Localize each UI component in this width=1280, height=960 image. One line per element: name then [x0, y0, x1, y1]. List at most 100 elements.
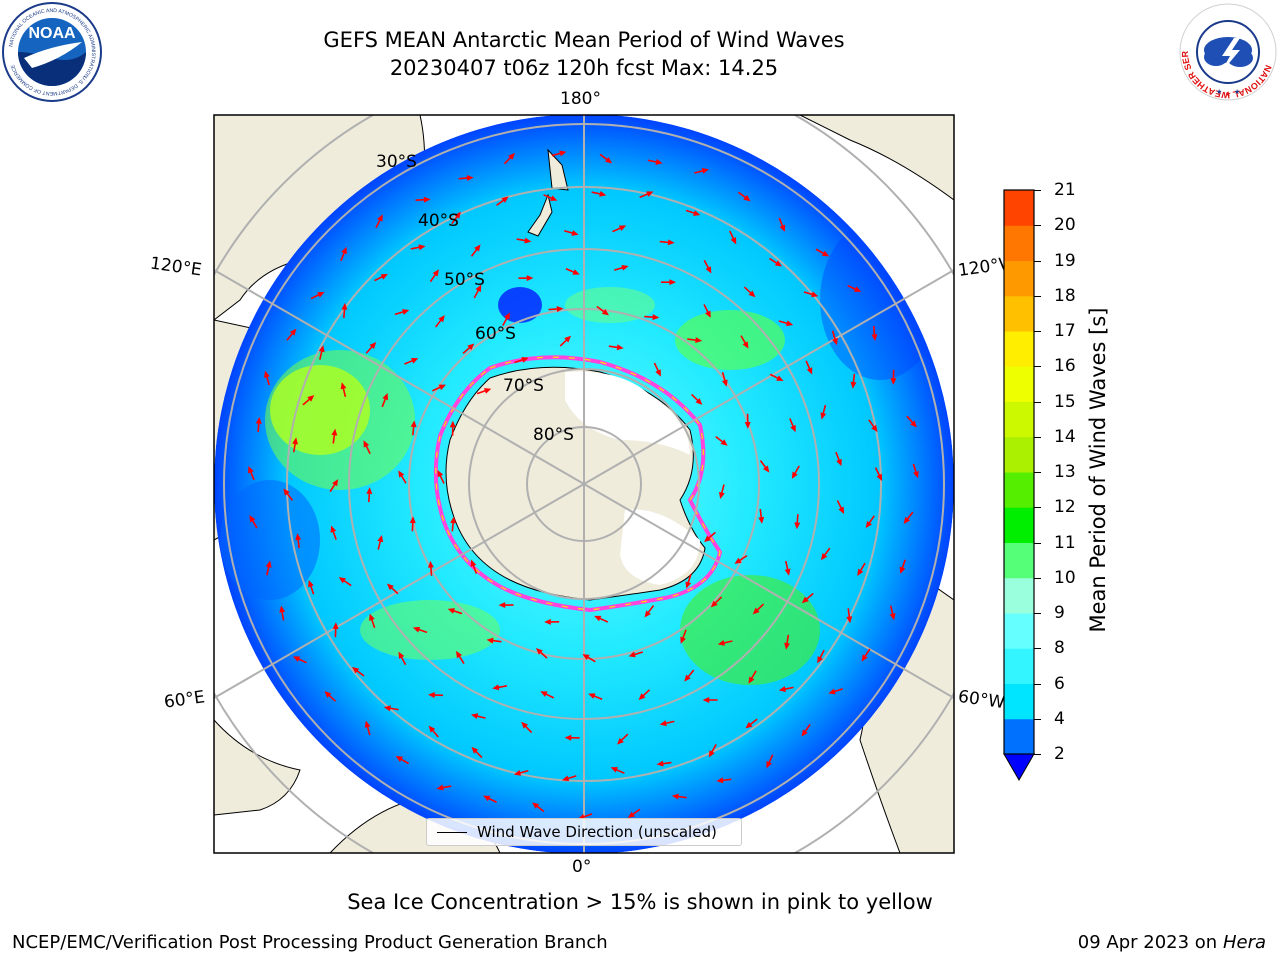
wind-arrow-head	[766, 761, 772, 769]
colorbar-tick-mark	[1034, 507, 1041, 509]
colorbar-tick-label: 19	[1054, 250, 1076, 271]
wind-arrow-head	[890, 378, 897, 385]
wind-arrow-head	[409, 516, 416, 524]
colorbar-band	[1004, 401, 1034, 438]
wind-arrow-head	[718, 491, 725, 500]
wind-arrow-head	[604, 156, 613, 164]
wind-arrow-head	[289, 328, 297, 336]
colorbar-tick-mark	[1034, 613, 1041, 614]
colorbar-tick-label: 14	[1054, 426, 1076, 447]
wind-arrow-head	[561, 775, 570, 782]
wind-arrow-head	[790, 424, 796, 433]
wind-arrow-head	[621, 264, 629, 271]
wind-arrow-head	[730, 237, 737, 245]
wind-arrow-head	[264, 370, 270, 378]
wind-arrow-head	[571, 230, 579, 236]
wind-arrow-head	[318, 345, 325, 353]
wind-arrow-head	[721, 379, 728, 387]
wind-arrow-head	[564, 734, 572, 741]
wind-arrow-head	[423, 196, 431, 203]
wind-arrow-head	[758, 516, 765, 524]
wind-arrow-head	[705, 310, 711, 318]
wind-arrow-head	[526, 275, 534, 282]
legend-line-sample	[437, 832, 467, 833]
wind-arrow-head	[249, 515, 256, 523]
colorbar-tick-mark	[1034, 683, 1041, 685]
colorbar-tick-label: 20	[1054, 215, 1076, 236]
wind-arrow-head	[521, 721, 528, 729]
map-title: GEFS MEAN Antarctic Mean Period of Wind …	[323, 28, 845, 52]
wind-arrow-head	[801, 596, 809, 604]
wind-arrow-head	[492, 684, 500, 691]
wind-arrow-head	[524, 237, 532, 244]
svg-text:★: ★	[1225, 90, 1231, 98]
lat-label-50s: 50°S	[444, 270, 485, 290]
colorbar-tick-label: 15	[1054, 391, 1076, 412]
wind-arrow-head	[628, 651, 636, 658]
wind-arrow-head	[588, 693, 596, 699]
wind-arrow-head	[483, 795, 491, 802]
colorbar-tick-label: 17	[1054, 321, 1076, 341]
wind-arrow-head	[380, 273, 388, 280]
wind-arrow-head	[776, 375, 784, 381]
wind-arrow-head	[540, 691, 548, 697]
wind-arrow-head	[366, 487, 373, 495]
wind-arrow-head	[695, 337, 703, 344]
wind-arrow-head	[454, 211, 461, 219]
colorbar-band	[1004, 613, 1034, 649]
wind-arrow-head	[486, 637, 494, 644]
wind-arrow-head	[572, 269, 580, 275]
wind-arrow-head	[853, 286, 862, 292]
wind-arrow-head	[483, 388, 492, 394]
wind-arrow-head	[846, 616, 853, 624]
wind-arrow-head	[317, 291, 325, 298]
wind-arrow-head	[341, 302, 348, 310]
wind-arrow-head	[786, 320, 794, 327]
colorbar-band	[1004, 648, 1034, 684]
lon-label-0: 0°	[572, 857, 592, 877]
map-legend: Wind Wave Direction (unscaled)	[426, 818, 742, 846]
wind-arrow-head	[411, 358, 419, 364]
wind-arrow-head	[428, 725, 436, 733]
colorbar-tick-mark	[1034, 577, 1041, 579]
wind-arrow-head	[265, 560, 272, 568]
wind-arrow-head	[702, 697, 710, 703]
wind-arrow-head	[601, 309, 609, 316]
wind-arrow-head	[501, 196, 509, 203]
colorbar-tick-mark	[1034, 648, 1041, 650]
wind-arrow-head	[383, 705, 391, 712]
wind-arrow-head	[871, 334, 878, 341]
wind-arrow-head	[471, 746, 479, 754]
wind-arrow-head	[437, 469, 444, 478]
lat-label-30s: 30°S	[376, 152, 417, 172]
wind-arrow-head	[748, 290, 756, 298]
colorbar-tick-label: 21	[1054, 180, 1076, 200]
legend-label: Wind Wave Direction (unscaled)	[477, 823, 717, 841]
wind-arrow-head	[742, 341, 749, 349]
wind-arrow-head	[817, 656, 823, 664]
colorbar-extend-arrow	[1003, 753, 1035, 782]
wind-arrow-head	[599, 190, 607, 197]
wind-arrow-head	[618, 225, 627, 231]
wind-arrow-head	[616, 737, 624, 745]
colorbar-band	[1004, 295, 1034, 332]
wind-arrow-head	[382, 392, 388, 401]
wind-arrow-head	[498, 602, 506, 609]
wind-arrow-head	[669, 279, 677, 286]
colorbar-tick-mark	[1034, 260, 1041, 262]
colorbar-tick-mark	[1034, 295, 1041, 297]
wind-arrow-head	[556, 306, 564, 312]
wind-arrow-head	[828, 688, 836, 695]
colorbar-band	[1004, 260, 1034, 297]
colorbar-tick-label: 13	[1054, 462, 1076, 482]
wind-arrow-head	[748, 676, 755, 684]
colorbar-tick-mark	[1034, 225, 1041, 227]
wind-arrow-head	[720, 439, 728, 446]
wind-arrow-head	[324, 691, 332, 698]
wind-arrow-head	[255, 416, 262, 424]
colorbar-band	[1004, 472, 1034, 508]
wind-arrow-head	[449, 420, 456, 428]
colorbar-tick-mark	[1034, 331, 1041, 332]
wind-arrow-head	[308, 579, 314, 588]
